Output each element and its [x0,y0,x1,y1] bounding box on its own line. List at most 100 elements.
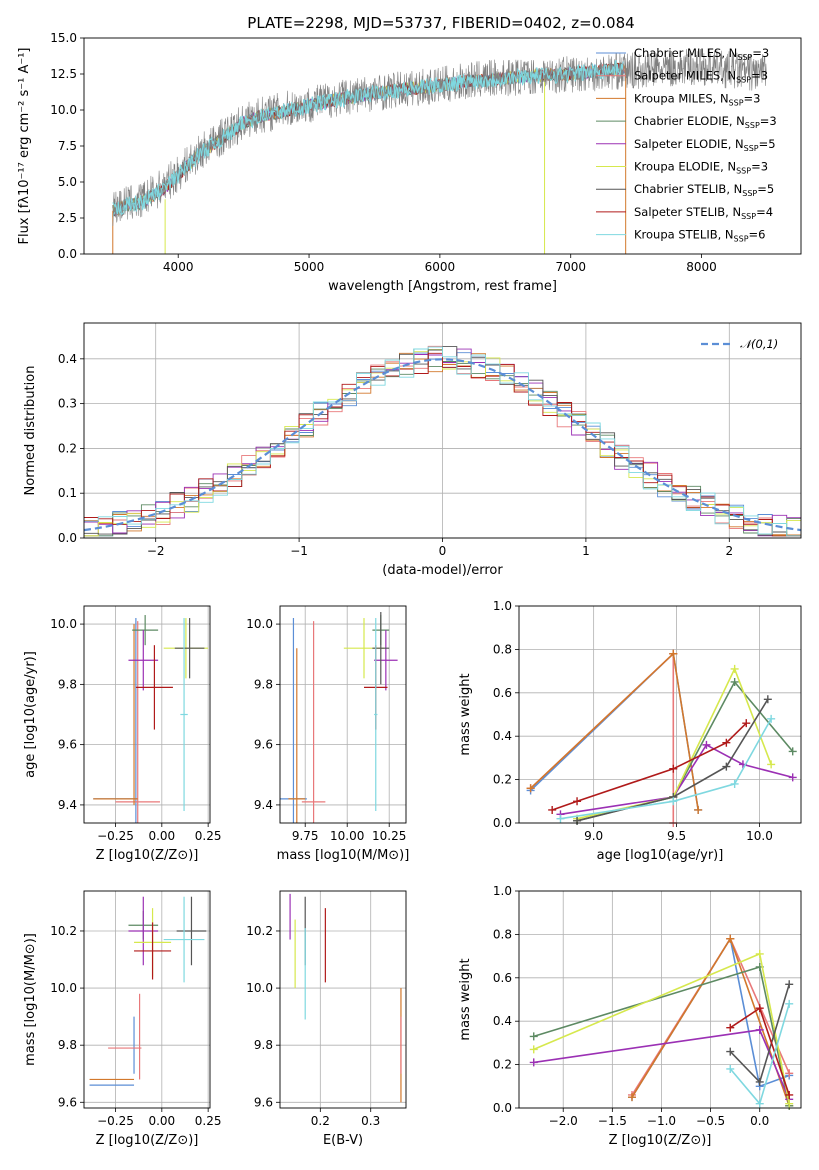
series-salpeter-stelib [726,1004,794,1099]
model-spectrum-line [112,61,624,216]
model-spectrum-line [112,62,624,215]
y-tick-label: 0.8 [493,927,512,941]
data-point-marker [529,1045,538,1054]
y-tick-label: 10.2 [246,924,273,938]
y-tick-label: 0.8 [493,642,512,656]
gridlines [280,606,406,823]
model-spectrum-line [112,62,626,218]
x-tick-label: 0.2 [311,1114,330,1128]
y-axis-label: Normed distribution [23,366,38,496]
series-kroupa-elodie [529,949,794,1108]
series-line [576,666,772,820]
series-chabrier-elodie [573,677,797,825]
legend-tail: =3 [744,91,761,105]
gridlines [280,891,406,1108]
x-tick-label: 10.0 [746,829,773,843]
legend-tail: =5 [759,137,776,151]
x-tick-label: 10.00 [330,829,364,843]
series-line [530,651,675,823]
x-tick-label: 9.0 [584,829,603,843]
y-tick-label: 10.0 [246,981,273,995]
plot-frame [83,37,802,255]
model-spectrum-line [112,62,624,215]
y-tick-label: 9.6 [254,738,273,752]
series-chabrier-stelib [573,695,772,825]
legend-entry: Chabrier ELODIE, NSSP=3 [634,114,777,130]
x-tick-label: 10.25 [372,829,406,843]
x-tick-label: 0.0 [750,1114,769,1128]
x-tick-label: 0.00 [148,1114,175,1128]
panel-mass-vs-Z: −0.25 0.00 0.25 9.6 9.8 10.0 10.2 Z [log10(Z/Z⊙… [23,890,222,1148]
data-point-marker [788,773,797,782]
legend-text: Salpeter STELIB, N [634,205,741,219]
data-point-marker [669,764,678,773]
model-spectrum-line [112,62,626,215]
legend-entry: Chabrier STELIB, NSSP=5 [634,182,774,198]
legend-subscript: SSP [734,235,749,244]
model-spectrum-line [112,62,626,217]
y-tick-label: 0.0 [493,816,512,830]
data-point-marker [722,738,731,747]
data-point-marker [767,714,776,723]
legend-text: Chabrier STELIB, N [634,182,742,196]
y-tick-label: 9.8 [254,1038,273,1052]
legend-subscript: SSP [742,189,757,198]
data-point-marker [529,1058,538,1067]
legend-subscript: SSP [736,167,751,176]
y-tick-label: 7.5 [58,139,77,153]
legend-text: Chabrier ELODIE, N [634,114,745,128]
y-tick-label: 10.0 [50,103,77,117]
x-axis-label: (data-model)/error [382,563,503,578]
data-point-marker [726,1023,735,1032]
legend-text: Kroupa MILES, N [634,91,729,105]
data-point-marker [526,784,535,793]
data-point-marker [755,1077,764,1086]
data-point-marker [573,797,582,806]
data-point-marker [627,1093,636,1102]
data-point-marker [669,649,678,658]
x-axis-label: E(B-V) [323,1133,363,1148]
x-tick-label: 4000 [163,260,194,274]
gridlines [519,890,801,1109]
legend-tail: =6 [749,228,766,242]
panel-residual-histogram: −2 −1 0 1 2 0.0 0.1 0.2 0.3 0.4 (data-model)/error… [23,322,802,578]
legend-text: Salpeter MILES, N [634,69,736,83]
x-tick-label: −0.5 [696,1114,725,1128]
data-point-marker [788,747,797,756]
y-tick-label: 0.1 [58,486,77,500]
x-axis-label: age [log10(age/yr)] [597,848,724,863]
x-axis-label: mass [log10(M/M⊙)] [277,848,410,863]
data-point-marker [742,719,751,728]
legend-subscript: SSP [736,76,751,85]
model-spectrum-line [112,59,624,216]
x-tick-label: −1.0 [647,1114,676,1128]
y-tick-label: 0.0 [58,531,77,545]
data-point-marker [755,1099,764,1108]
x-axis-label: Z [log10(Z/Z⊙)] [96,1133,199,1148]
y-tick-label: 0.4 [58,352,77,366]
y-tick-label: 9.6 [58,738,77,752]
legend-subscript: SSP [737,53,752,62]
legend-entry: Salpeter STELIB, NSSP=4 [634,205,773,221]
data-point-marker [785,999,794,1008]
y-tick-label: 0.2 [493,773,512,787]
plot-frame [518,605,802,824]
data-point-marker [730,677,739,686]
panel-mass-vs-EBV: 0.2 0.3 9.6 9.8 10.0 10.2 E(B-V) [246,890,407,1148]
x-tick-label: 5000 [294,260,325,274]
legend-subscript: SSP [744,144,759,153]
x-tick-label: 8000 [686,260,717,274]
series-kroupa-miles [526,649,703,814]
y-tick-label: 9.6 [58,1095,77,1109]
x-tick-label: 2 [725,544,733,558]
x-tick-label: 7000 [555,260,586,274]
legend-entry: Kroupa MILES, NSSP=3 [634,91,760,107]
y-axis-label: mass weight [458,958,473,1040]
plot-frame [279,605,407,824]
legend-entry: Kroupa ELODIE, NSSP=3 [634,160,768,176]
y-tick-label: 5.0 [58,175,77,189]
panel-age-vs-Z: −0.25 0.00 0.25 9.4 9.6 9.8 10.0 Z [log10(Z/Z⊙)… [23,605,222,863]
y-tick-label: 9.6 [254,1095,273,1109]
x-tick-label: 6000 [425,260,456,274]
